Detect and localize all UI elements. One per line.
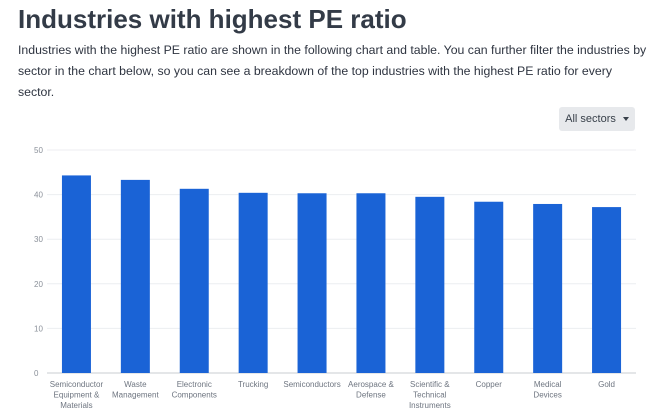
sector-filter-label: All sectors <box>565 113 616 125</box>
x-tick-label: Trucking <box>238 380 268 389</box>
x-tick-label: Copper <box>476 380 503 389</box>
x-tick-label: Scientific & Technical Instruments <box>409 380 451 410</box>
bar <box>415 196 445 373</box>
page-title: Industries with highest PE ratio <box>18 4 407 34</box>
bar <box>297 193 327 373</box>
page-description: Industries with the highest PE ratio are… <box>18 43 647 99</box>
sector-filter-dropdown[interactable]: All sectors <box>559 107 635 131</box>
y-tick-label: 30 <box>34 235 43 244</box>
bar <box>179 188 209 373</box>
x-tick-label: Aerospace & Defense <box>348 380 394 400</box>
y-tick-label: 50 <box>34 146 43 155</box>
bar <box>592 207 622 373</box>
x-tick-label: Electronic Components <box>172 380 217 400</box>
y-tick-label: 10 <box>34 324 43 333</box>
y-tick-label: 20 <box>34 280 43 289</box>
y-tick-label: 0 <box>34 369 39 378</box>
x-tick-label: Medical Devices <box>533 380 561 400</box>
bar <box>120 179 150 373</box>
bar <box>474 201 504 373</box>
bar <box>61 175 91 373</box>
bar <box>356 193 386 373</box>
caret-down-icon <box>622 117 629 121</box>
bar <box>533 203 563 373</box>
y-tick-label: 40 <box>34 191 43 200</box>
x-tick-label: Semiconductor Equipment & Materials <box>50 380 104 410</box>
x-tick-label: Waste Management <box>112 380 159 400</box>
x-tick-label: Gold <box>598 380 615 389</box>
bar <box>238 192 268 373</box>
x-tick-label: Semiconductors <box>283 380 340 389</box>
